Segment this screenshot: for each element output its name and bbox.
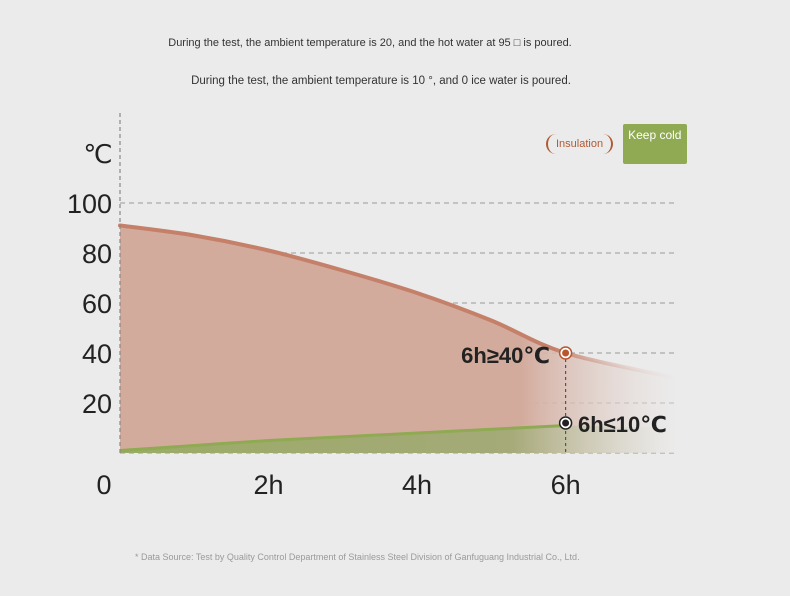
legend-keep-cold[interactable]: Keep cold — [623, 124, 688, 164]
x-tick-label: 0 — [96, 470, 111, 500]
marker-10-dot — [562, 419, 570, 427]
y-axis-unit: ℃ — [83, 140, 112, 170]
insulation-area — [120, 225, 677, 453]
y-tick-label: 40 — [82, 339, 112, 369]
keep-cold-area — [120, 425, 677, 453]
test-note-cold: During the test, the ambient temperature… — [191, 75, 571, 87]
legend: Insulation Keep cold — [546, 124, 688, 164]
series-areas — [118, 223, 679, 453]
annotation-10: 6h≤10℃ — [578, 412, 667, 437]
keep-cold-line — [119, 424, 566, 452]
x-tick-label: 6h — [551, 470, 581, 500]
y-tick-label: 60 — [82, 289, 112, 319]
y-tick-label: 20 — [82, 389, 112, 419]
x-tick-label: 4h — [402, 470, 432, 500]
test-note-hot: During the test, the ambient temperature… — [168, 37, 572, 49]
y-tick-label: 100 — [67, 189, 112, 219]
annotations: 6h≥40℃ 6h≤10℃ — [461, 343, 667, 453]
y-tick-label: 80 — [82, 239, 112, 269]
data-source-note: * Data Source: Test by Quality Control D… — [135, 552, 580, 562]
x-tick-label: 2h — [254, 470, 284, 500]
tick-labels: ℃ 100 80 60 40 20 0 2h 4h 6h — [67, 140, 581, 500]
legend-insulation[interactable]: Insulation — [546, 134, 614, 154]
marker-40-dot — [562, 349, 570, 357]
annotation-40: 6h≥40℃ — [461, 343, 550, 368]
